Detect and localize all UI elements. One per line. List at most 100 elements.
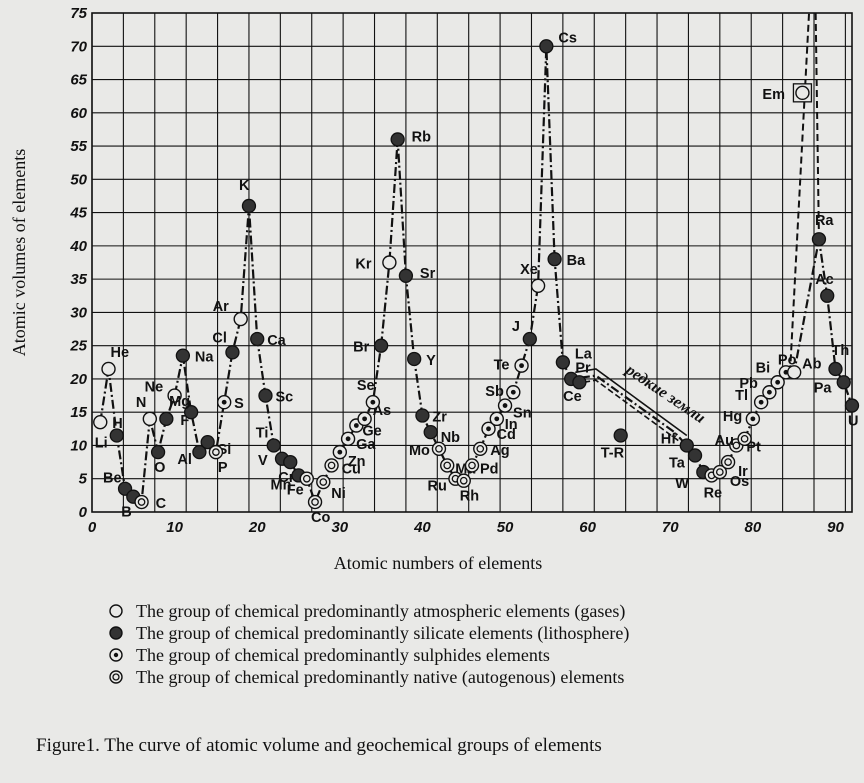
element-label: Zr (432, 410, 447, 426)
element-label: Pa (814, 380, 833, 396)
element-marker-cr (283, 454, 298, 470)
y-tick-label: 70 (70, 38, 87, 55)
x-tick-label: 60 (579, 519, 596, 536)
element-label: Rb (412, 129, 431, 145)
gas-dot (795, 85, 810, 101)
legend-item-gas: The group of chemical predominantly atmo… (104, 600, 824, 622)
silicate-dot (241, 198, 257, 214)
legend-label-gas: The group of chemical predominantly atmo… (136, 600, 626, 621)
element-marker-zr (415, 408, 430, 423)
element-marker-pr (572, 375, 587, 390)
element-label: Ne (145, 380, 164, 396)
silicate-dot (398, 268, 414, 283)
y-tick-label: 35 (70, 271, 87, 288)
silicate-dot (423, 425, 438, 440)
legend: The group of chemical predominantly atmo… (104, 600, 824, 688)
element-label: Ge (362, 424, 381, 440)
sulphide-dot-center (353, 423, 359, 428)
element-marker-sn (497, 398, 513, 413)
element-marker-kr (382, 255, 397, 270)
element-marker-fe (299, 471, 314, 486)
element-label: Sn (513, 406, 532, 422)
silicate-dot (183, 405, 199, 420)
silicate-dot (150, 444, 166, 460)
element-marker-th (828, 361, 843, 377)
y-tick-label: 45 (69, 205, 87, 222)
x-tick-label: 20 (248, 519, 266, 536)
element-marker-ni (316, 474, 331, 490)
silicate-dot (266, 438, 281, 453)
element-label: Pd (480, 461, 499, 477)
element-marker-ta (687, 448, 703, 463)
element-label: Tl (735, 388, 748, 404)
element-label: T-R (601, 445, 625, 461)
native-dot-ring (468, 461, 476, 470)
sulphide-dot-center (519, 363, 524, 369)
x-tick-label: 30 (331, 519, 348, 536)
element-marker-y (407, 351, 422, 367)
element-label: Re (704, 485, 723, 501)
atomic-volume-chart: 0 5 10 15 20 25 30 35 40 45 50 55 60 65 70 75 0 10 20 30 40 5… (9, 5, 860, 573)
silicate-dot (258, 388, 273, 403)
element-marker-zn (332, 444, 348, 460)
element-marker-cd (481, 421, 496, 437)
element-label: Pb (739, 376, 758, 392)
element-label: Cu (342, 461, 361, 477)
element-label: Na (195, 350, 214, 366)
element-label: Zn (348, 454, 366, 470)
element-label: Ni (331, 486, 346, 502)
element-label: Nb (441, 430, 460, 446)
element-label: B (121, 505, 131, 521)
element-label: Ab (802, 356, 821, 372)
native-dot (720, 454, 736, 470)
element-marker-sc (258, 388, 273, 403)
y-tick-label: 10 (70, 437, 87, 454)
silicate-dot (820, 288, 835, 303)
ring-circle-icon (109, 670, 123, 684)
element-marker-al (192, 444, 207, 460)
element-label: S (234, 396, 244, 412)
element-marker-bi (770, 375, 785, 390)
element-label: Rh (460, 489, 479, 505)
y-tick-label: 20 (69, 371, 87, 388)
silicate-dot (200, 434, 215, 450)
native-dot-ring (327, 461, 336, 470)
element-marker-o (150, 444, 166, 460)
gas-dot (233, 311, 248, 327)
element-label: H (112, 416, 122, 432)
element-label: Bi (756, 360, 771, 376)
silicate-dot (192, 444, 207, 460)
element-marker-nb (423, 425, 438, 440)
element-marker-hf (679, 438, 694, 453)
element-marker-pb (762, 385, 777, 400)
element-marker-ca (250, 331, 265, 347)
element-marker-ba (547, 252, 562, 267)
element-label: Cs (558, 30, 577, 46)
element-label: Pr (575, 360, 591, 376)
element-marker-la (555, 355, 571, 370)
y-axis-title: Atomic volumes of elements (9, 149, 29, 356)
element-label: Os (730, 474, 749, 490)
element-marker-au (737, 431, 752, 447)
element-marker-he (101, 361, 116, 377)
element-label: Po (778, 352, 797, 368)
plot-area (92, 13, 852, 512)
element-marker-se (365, 395, 381, 410)
native-dot (299, 471, 314, 486)
element-label: Sr (420, 266, 436, 282)
element-label: Co (311, 510, 330, 526)
element-marker-cl (225, 345, 240, 360)
y-tick-label: 0 (79, 504, 88, 521)
native-dot-ring (212, 448, 220, 456)
element-label: Cd (497, 427, 516, 443)
element-marker-pa (836, 375, 851, 390)
element-marker-ir (720, 454, 736, 470)
sulphide-dot-center (221, 399, 227, 405)
element-marker-li (109, 428, 124, 443)
element-label: C (156, 496, 167, 512)
element-label: La (575, 346, 593, 362)
native-dot-ring (311, 498, 319, 506)
native-dot-ring (715, 468, 724, 476)
element-label: Ra (815, 213, 834, 229)
element-marker-tr (613, 428, 628, 443)
